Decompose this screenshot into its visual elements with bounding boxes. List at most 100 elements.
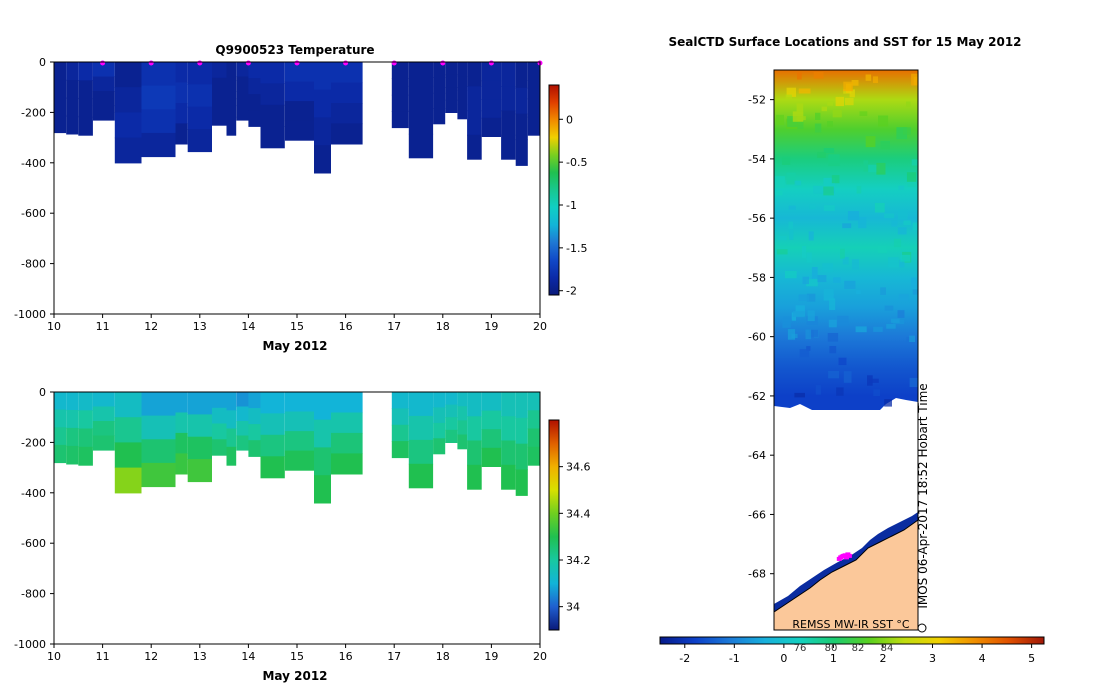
seal-location-marker xyxy=(846,553,852,558)
heatmap-cell xyxy=(314,145,331,174)
heatmap-cell xyxy=(66,427,79,447)
heatmap-cell xyxy=(481,62,502,82)
sst-patch xyxy=(829,346,837,354)
heatmap-cell xyxy=(54,392,67,411)
heatmap-cell xyxy=(212,93,227,110)
sst-patch xyxy=(823,289,834,301)
colorbar-tick-label: 34.6 xyxy=(566,461,591,474)
sst-patch xyxy=(797,72,802,80)
heatmap-cell xyxy=(175,82,188,104)
antarctic-land xyxy=(774,520,918,630)
sst-patch xyxy=(828,319,837,328)
y-tick-label: -400 xyxy=(21,487,46,500)
heatmap-cell xyxy=(391,78,409,96)
heatmap-cell xyxy=(445,99,458,113)
profile-marker xyxy=(148,60,154,66)
heatmap-cell xyxy=(481,447,502,467)
heatmap-cell xyxy=(391,111,409,129)
heatmap-cell xyxy=(515,87,528,115)
heatmap-cell xyxy=(248,110,261,127)
heatmap-cell xyxy=(314,62,331,91)
heatmap-cell xyxy=(284,101,315,122)
heatmap-cell xyxy=(391,441,409,459)
heatmap-cell xyxy=(54,409,67,428)
heatmap-cell xyxy=(284,81,315,102)
heatmap-cell xyxy=(226,116,237,136)
heatmap-cell xyxy=(236,392,249,408)
x-tick-label: 19 xyxy=(484,650,498,663)
heatmap-cell xyxy=(248,78,261,95)
lat-tick-label: -66 xyxy=(748,508,766,521)
heatmap-cell xyxy=(226,62,237,81)
heatmap-cell xyxy=(114,137,142,164)
sst-patch xyxy=(798,294,809,302)
sst-patch xyxy=(796,103,804,112)
sst-patch xyxy=(836,387,844,396)
sst-patch xyxy=(847,211,860,221)
heatmap-cell xyxy=(114,417,142,443)
heatmap-cell xyxy=(187,414,212,438)
sst-patch xyxy=(827,333,839,342)
map-content xyxy=(774,70,918,630)
heatmap-cell xyxy=(408,392,434,417)
heatmap-cell xyxy=(433,108,446,125)
x-tick-label: 20 xyxy=(533,650,547,663)
sst-patch xyxy=(815,112,821,120)
salinity-y-ticks: 0 -200 -400 -600 -800 -1000 xyxy=(14,386,54,651)
heatmap-cell xyxy=(114,392,142,418)
heatmap-cell xyxy=(284,450,315,471)
sst-patch xyxy=(906,101,911,107)
heatmap-cell xyxy=(501,392,516,417)
heatmap-cell xyxy=(391,424,409,442)
sst-patch xyxy=(878,246,887,254)
heatmap-cell xyxy=(187,392,212,415)
x-tick-label: 10 xyxy=(47,650,61,663)
sst-patch xyxy=(873,389,880,396)
sst-patch xyxy=(817,152,826,158)
sst-patch xyxy=(911,159,918,166)
heatmap-cell xyxy=(481,429,502,449)
x-tick-label: 20 xyxy=(533,320,547,333)
sst-patch xyxy=(794,180,802,186)
heatmap-cell xyxy=(175,123,188,145)
heatmap-cell xyxy=(408,415,434,441)
sst-patch xyxy=(856,290,861,295)
heatmap-cell xyxy=(141,132,176,158)
sst-patch xyxy=(815,385,821,395)
map-annotation-side: IMOS 06-Apr-2017 18:52 Hobart Time xyxy=(916,383,930,608)
heatmap-cell xyxy=(314,392,331,421)
sst-patch xyxy=(787,116,798,128)
heatmap-cell xyxy=(284,431,315,452)
sst-patch xyxy=(896,127,908,140)
heatmap-cell xyxy=(226,80,237,100)
sst-patch xyxy=(832,109,842,118)
sst-patch xyxy=(774,176,785,189)
heatmap-cell xyxy=(175,103,188,125)
colorbar-tick-label: 34.2 xyxy=(566,554,591,567)
heatmap-cell xyxy=(78,116,93,136)
heatmap-cell xyxy=(331,62,363,84)
sst-patch xyxy=(823,148,835,154)
x-tick-label: 17 xyxy=(387,650,401,663)
heatmap-cell xyxy=(408,62,434,87)
heatmap-cell xyxy=(212,77,227,95)
heatmap-cell xyxy=(457,104,468,120)
sst-patch xyxy=(838,357,847,366)
map-title: SealCTD Surface Locations and SST for 15… xyxy=(668,35,1021,49)
sst-patch xyxy=(897,227,907,235)
heatmap-cell xyxy=(331,123,363,145)
heatmap-cell xyxy=(501,440,516,466)
heatmap-cell xyxy=(433,92,446,109)
sst-patch xyxy=(786,172,796,185)
y-tick-label: -1000 xyxy=(14,308,46,321)
heatmap-cell xyxy=(54,62,67,81)
heatmap-cell xyxy=(481,117,502,137)
heatmap-cell xyxy=(236,435,249,451)
heatmap-cell xyxy=(527,98,540,118)
lat-tick-label: -52 xyxy=(748,94,766,107)
heatmap-cell xyxy=(260,392,285,414)
sst-patch xyxy=(806,293,816,302)
heatmap-cell xyxy=(212,439,227,456)
x-tick-label: 16 xyxy=(339,650,353,663)
heatmap-cell xyxy=(527,410,540,430)
